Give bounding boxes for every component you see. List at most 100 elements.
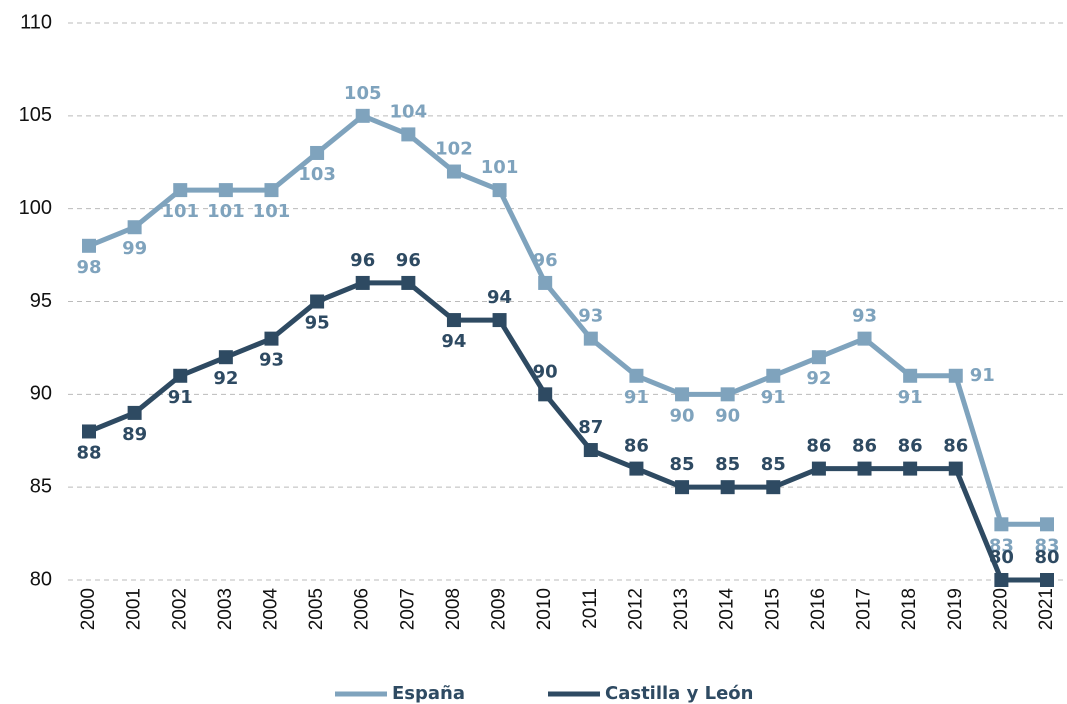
point-marker [675,387,690,402]
data-label: 80 [1034,547,1059,568]
point-marker [538,275,553,290]
point-marker [675,480,690,495]
data-label: 91 [624,387,649,408]
data-label: 92 [213,368,238,389]
x-tick-label: 2021 [1036,588,1057,630]
data-label: 93 [578,306,603,327]
point-marker [173,183,188,198]
point-marker [492,183,507,198]
point-marker [264,331,279,346]
y-tick-label: 80 [30,568,52,590]
point-marker [264,183,279,198]
x-tick-label: 2004 [260,588,281,631]
data-label: 93 [259,350,284,371]
data-label: 99 [122,238,147,259]
point-marker [766,480,781,495]
point-marker [811,461,826,476]
legend-label: España [392,683,465,704]
x-tick-label: 2011 [580,588,601,629]
data-label: 85 [670,454,695,475]
point-marker [218,350,233,365]
point-marker [766,368,781,383]
x-tick-label: 2010 [534,588,555,630]
data-label: 83 [989,535,1014,556]
data-label: 88 [76,442,101,463]
point-marker [903,461,918,476]
point-marker [583,331,598,346]
data-label: 101 [207,201,245,222]
y-tick-label: 90 [30,383,52,405]
data-label: 94 [487,287,512,308]
x-tick-label: 2019 [945,588,966,630]
x-tick-label: 2003 [215,588,236,630]
data-label: 96 [533,250,558,271]
point-marker [127,405,142,420]
legend-label: Castilla y León [605,683,753,704]
point-marker [583,443,598,458]
x-tick-label: 2005 [306,588,327,630]
data-label: 80 [989,547,1014,568]
data-label: 92 [806,368,831,389]
point-marker [401,275,416,290]
data-label: 86 [852,436,877,457]
data-label: 90 [715,405,740,426]
point-marker [948,368,963,383]
data-label: 91 [168,387,193,408]
data-label: 91 [970,365,995,386]
point-marker [218,183,233,198]
y-tick-label: 110 [20,11,52,33]
data-label: 83 [1034,535,1059,556]
series-line [88,113,1047,527]
point-marker [401,127,416,142]
data-label: 91 [761,387,786,408]
data-label: 104 [390,101,428,122]
x-tick-label: 2015 [762,588,783,630]
point-marker [720,480,735,495]
y-tick-label: 100 [19,197,52,219]
data-label: 96 [396,250,421,271]
data-label: 86 [943,436,968,457]
data-label: 85 [715,454,740,475]
y-tick-label: 105 [19,104,52,126]
data-label: 89 [122,424,147,445]
point-marker [857,461,872,476]
y-tick-label: 95 [30,290,52,312]
x-tick-label: 2007 [397,588,418,630]
data-label: 86 [624,436,649,457]
point-marker [857,331,872,346]
point-marker [629,368,644,383]
point-marker [903,368,918,383]
x-tick-label: 2012 [625,588,646,630]
point-marker [82,238,96,253]
data-label: 86 [806,436,831,457]
data-label: 101 [161,201,199,222]
point-marker [994,517,1009,532]
data-label: 95 [305,313,330,334]
series-line [88,280,1047,583]
point-marker [492,313,507,328]
data-label: 85 [761,454,786,475]
data-label: 91 [898,387,923,408]
data-label: 105 [344,83,382,104]
point-marker [1040,573,1054,587]
data-label: 87 [578,417,603,438]
point-marker [355,108,370,123]
point-marker [310,145,325,160]
x-tick-label: 2001 [124,588,145,630]
x-tick-label: 2020 [990,588,1011,630]
data-label: 90 [670,405,695,426]
point-marker [629,461,644,476]
point-marker [310,294,325,309]
data-label: 94 [441,331,466,352]
x-tick-label: 2009 [489,588,510,630]
point-marker [720,387,735,402]
data-label: 86 [898,436,923,457]
point-marker [1040,517,1054,532]
data-label: 101 [481,157,519,178]
point-marker [82,424,96,439]
x-tick-label: 2008 [443,588,464,630]
point-marker [948,461,963,476]
point-marker [446,164,461,179]
x-tick-label: 2014 [717,588,738,631]
